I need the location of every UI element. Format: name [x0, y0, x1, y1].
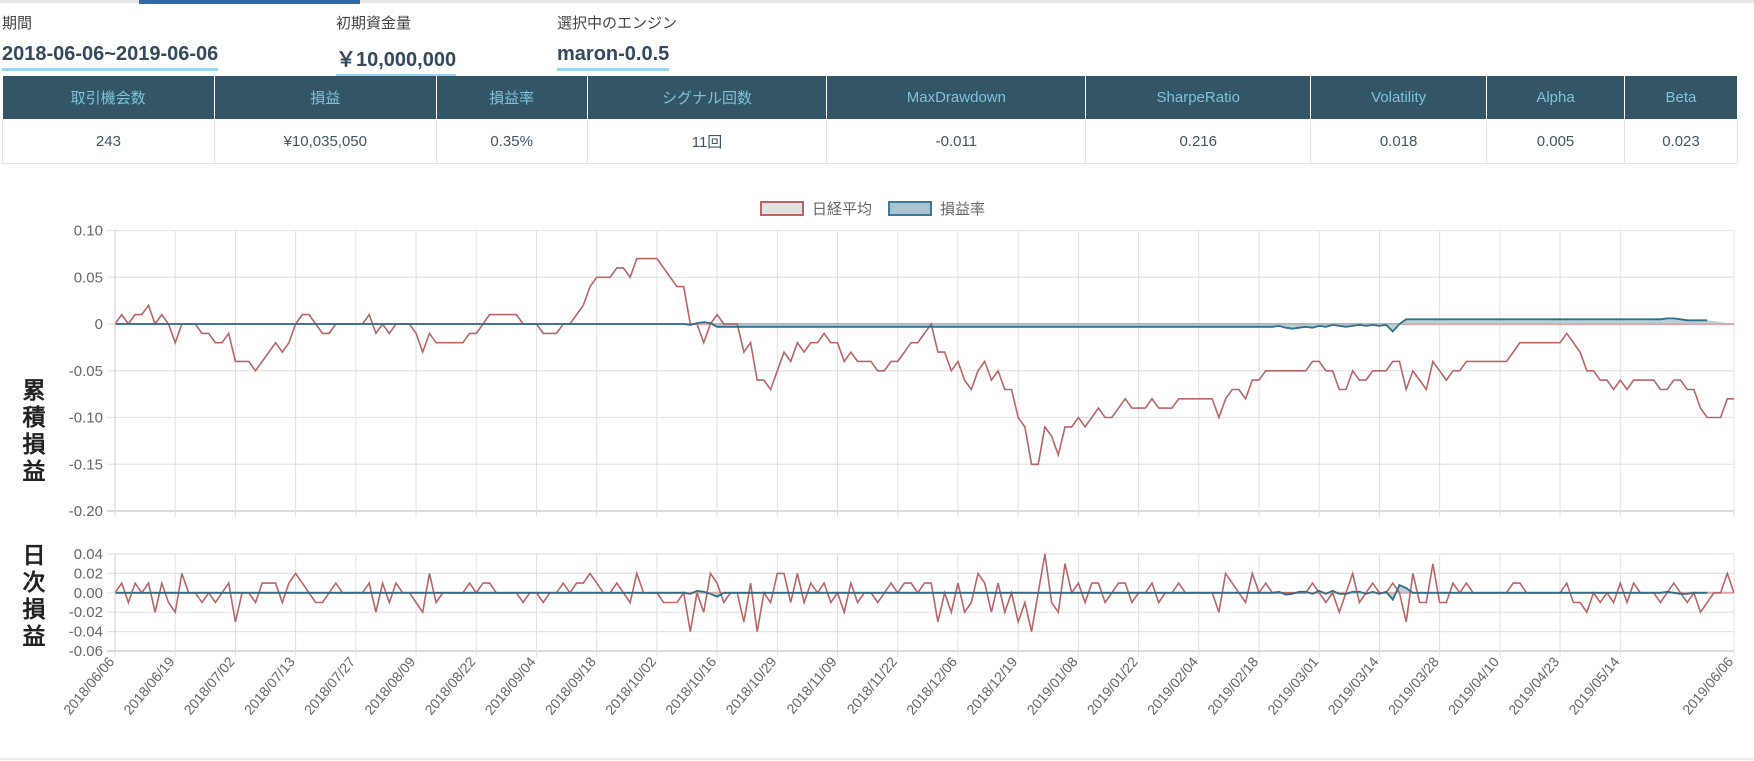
top-ytick-label: -0.20	[69, 503, 103, 520]
x-tick-label: 2019/02/18	[1204, 653, 1261, 717]
stats-header: SharpeRatio	[1085, 76, 1312, 119]
legend-nikkei-label[interactable]: 日経平均	[812, 200, 873, 218]
stats-header: MaxDrawdown	[826, 76, 1087, 119]
bottom-ytick-label: 0.04	[74, 546, 103, 563]
stats-value: -0.011	[826, 119, 1087, 164]
capital-value: ￥10,000,000	[336, 43, 457, 77]
top-strategy-area	[115, 318, 1734, 332]
legend-strategy-label[interactable]: 損益率	[940, 200, 986, 218]
engine-value: maron-0.0.5	[557, 43, 670, 71]
x-tick-label: 2018/11/22	[843, 653, 900, 716]
stats-value: 0.35%	[436, 119, 588, 164]
bottom-ytick-label: 0.00	[74, 585, 103, 602]
legend-strategy-swatch[interactable]	[888, 201, 933, 216]
daily-axis-label: 日次損益	[22, 543, 46, 650]
stats-value: 0.216	[1085, 119, 1312, 164]
x-tick-label: 2018/08/22	[421, 653, 478, 717]
legend-nikkei-swatch[interactable]	[760, 201, 804, 216]
chart-legend: 日経平均 損益率	[760, 198, 985, 219]
stats-value: 0.018	[1310, 119, 1488, 164]
x-tick-label: 2018/06/19	[120, 653, 177, 717]
stats-value: 11回	[587, 119, 828, 164]
x-tick-label: 2018/09/18	[542, 653, 599, 717]
x-tick-label: 2018/10/29	[722, 653, 779, 717]
bottom-ytick-label: -0.04	[69, 624, 103, 641]
active-tab-indicator[interactable]	[139, 0, 360, 4]
x-tick-label: 2018/10/02	[602, 653, 659, 717]
stats-value: 0.023	[1624, 119, 1739, 164]
stats-header: Alpha	[1486, 76, 1625, 119]
x-tick-label: 2019/01/08	[1023, 653, 1080, 717]
bottom-strategy-line	[115, 583, 1708, 602]
capital-label: 初期資金量	[336, 14, 412, 32]
x-tick-label: 2018/07/13	[241, 653, 298, 717]
x-tick-label: 2018/08/09	[361, 653, 418, 717]
x-tick-label: 2019/03/01	[1264, 653, 1321, 717]
bottom-border	[0, 758, 1754, 760]
x-tick-label: 2019/06/06	[1679, 653, 1736, 717]
bottom-ytick-label: -0.06	[69, 643, 103, 660]
x-tick-label: 2018/11/09	[783, 653, 840, 716]
engine-label: 選択中のエンジン	[557, 14, 678, 32]
x-tick-label: 2018/12/19	[963, 653, 1020, 717]
top-ytick-label: 0	[95, 316, 103, 333]
stats-table: 取引機会数 損益 損益率 シグナル回数 MaxDrawdown SharpeRa…	[2, 76, 1739, 164]
stats-header-row: 取引機会数 損益 損益率 シグナル回数 MaxDrawdown SharpeRa…	[2, 76, 1739, 119]
stats-header: 取引機会数	[2, 76, 215, 119]
x-tick-label: 2019/04/10	[1445, 653, 1502, 717]
stats-header: シグナル回数	[587, 76, 828, 119]
bottom-ytick-label: -0.02	[69, 604, 103, 621]
top-strategy-line	[115, 317, 1708, 333]
bottom-nikkei-line	[114, 553, 1735, 632]
stats-value: ¥10,035,050	[214, 119, 437, 164]
capital-info: 初期資金量 ￥10,000,000	[336, 12, 457, 77]
stats-value-row: 243 ¥10,035,050 0.35% 11回 -0.011 0.216 0…	[2, 119, 1739, 164]
bottom-ytick-label: 0.02	[74, 565, 103, 582]
top-ytick-label: 0.05	[74, 269, 103, 286]
x-tick-label: 2019/02/04	[1144, 653, 1201, 717]
x-tick-label: 2018/10/16	[662, 653, 719, 717]
x-tick-label: 2019/01/22	[1084, 653, 1141, 717]
x-tick-label: 2019/03/28	[1385, 653, 1442, 717]
stats-value: 243	[2, 119, 215, 164]
top-nikkei-line	[114, 257, 1734, 466]
top-ytick-label: 0.10	[74, 223, 103, 240]
stats-header: 損益	[214, 76, 437, 119]
top-ytick-label: -0.05	[69, 363, 103, 380]
stats-header: Volatility	[1310, 76, 1488, 119]
engine-info: 選択中のエンジン maron-0.0.5	[557, 12, 677, 71]
period-value: 2018-06-06~2019-06-06	[2, 43, 219, 71]
stats-header: 損益率	[436, 76, 588, 119]
top-border	[0, 0, 1754, 3]
period-info: 期間 2018-06-06~2019-06-06	[2, 12, 219, 71]
top-ytick-label: -0.10	[69, 410, 103, 427]
top-ytick-label: -0.15	[69, 456, 103, 473]
x-tick-label: 2019/05/14	[1565, 653, 1622, 717]
cumulative-axis-label: 累積損益	[22, 378, 46, 485]
x-tick-label: 2019/04/23	[1505, 653, 1562, 717]
x-tick-label: 2018/09/04	[481, 653, 538, 717]
x-tick-label: 2018/07/02	[180, 653, 237, 717]
x-tick-label: 2019/03/14	[1324, 653, 1381, 717]
x-tick-label: 2018/06/06	[60, 653, 117, 717]
period-label: 期間	[2, 14, 33, 32]
stats-header: Beta	[1624, 76, 1739, 119]
x-tick-label: 2018/07/27	[301, 653, 358, 717]
stats-value: 0.005	[1486, 119, 1625, 164]
x-tick-label: 2018/12/06	[903, 653, 960, 717]
